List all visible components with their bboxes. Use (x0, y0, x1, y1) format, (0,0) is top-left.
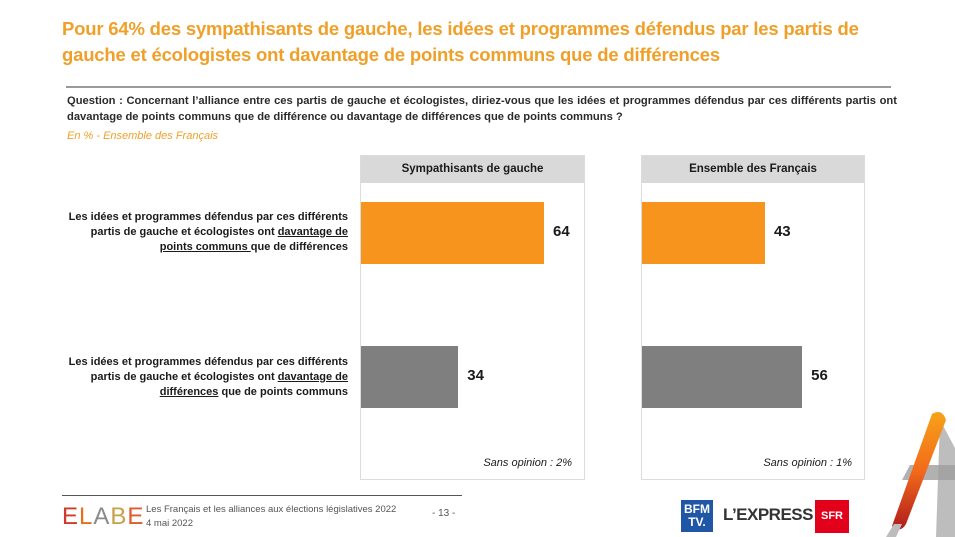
base-subtitle: En % - Ensemble des Français (67, 130, 219, 142)
a-mark-base (886, 524, 902, 537)
a-mark-orange-stroke (892, 412, 946, 530)
logo-letter: L (79, 503, 94, 530)
study-date: 4 mai 2022 (146, 518, 194, 529)
title-divider (66, 86, 891, 88)
bfmtv-logo: BFM TV. (681, 500, 713, 532)
logo-letter: E (127, 503, 145, 530)
bar-value-label: 64 (553, 223, 570, 240)
bar-common-points (361, 202, 545, 264)
bar-value-label: 43 (773, 223, 791, 240)
footer-study-info: Les Français et les alliances aux électi… (146, 503, 396, 531)
row-label-text: Les idées et programmes défendus par ces… (68, 356, 348, 383)
study-title: Les Français et les alliances aux électi… (146, 504, 397, 515)
footer-divider (62, 495, 462, 496)
bar-common-points (642, 202, 765, 264)
question-text: Question : Concernant l’alliance entre c… (67, 95, 897, 123)
row-label-text: que de différences (250, 241, 348, 253)
row-label-text: que de points communs (218, 386, 348, 398)
chart-panel-left-sympathizers: Sympathisants de gauche 64 34 Sans opini… (360, 155, 585, 480)
bar-value-label: 56 (811, 367, 828, 384)
panel-header: Sympathisants de gauche (361, 156, 584, 183)
sfr-logo: SFR (815, 500, 849, 533)
elabe-logo: ELABE (62, 503, 144, 531)
row-label-differences: Les idées et programmes défendus par ces… (60, 355, 348, 400)
bar-differences (642, 346, 803, 408)
page-number: - 13 - (432, 508, 456, 519)
row-label-text: Les idées et programmes défendus par ces… (68, 211, 348, 238)
bfm-logo-text: BFM (684, 502, 710, 516)
row-label-emphasis: davantage de différences (159, 371, 348, 398)
bfm-logo-text: TV. (688, 515, 706, 529)
bar-differences (361, 346, 459, 408)
logo-letter: A (93, 503, 111, 530)
logo-letter: B (110, 503, 128, 530)
chart-panel-all-french: Ensemble des Français 43 56 Sans opinion… (641, 155, 865, 480)
decorative-a-mark-icon (886, 412, 955, 537)
logo-letter: E (62, 503, 80, 530)
row-label-emphasis: davantage de points communs (159, 226, 348, 253)
bar-value-label: 34 (467, 367, 484, 384)
lexpress-logo: L’EXPRESS (723, 505, 813, 524)
no-opinion-note: Sans opinion : 1% (763, 457, 852, 469)
no-opinion-note: Sans opinion : 2% (483, 457, 572, 469)
panel-header: Ensemble des Français (642, 156, 864, 183)
row-label-common-points: Les idées et programmes défendus par ces… (60, 210, 348, 255)
slide-title: Pour 64% des sympathisants de gauche, le… (62, 18, 859, 65)
